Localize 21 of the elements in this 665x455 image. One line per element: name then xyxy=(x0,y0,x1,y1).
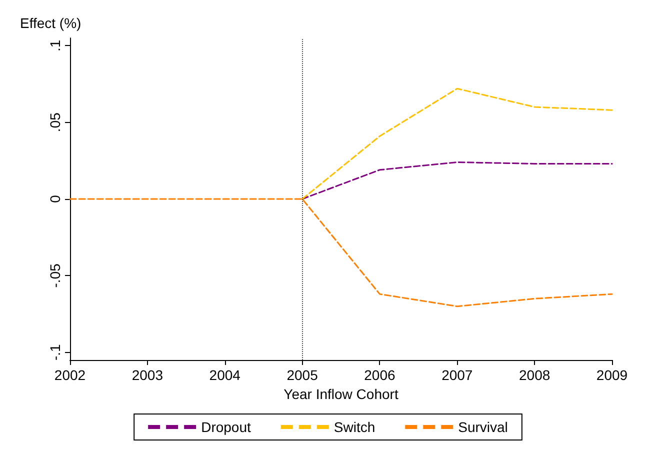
x-tick-label: 2004 xyxy=(209,367,241,383)
x-tick-label: 2007 xyxy=(442,367,473,383)
x-tick-label: 2002 xyxy=(54,367,86,383)
x-tick-label: 2005 xyxy=(286,367,318,383)
y-tick-label: -.1 xyxy=(47,344,63,361)
line-series xyxy=(69,198,613,308)
legend-label: Dropout xyxy=(201,419,251,435)
x-tick-label: 2003 xyxy=(132,367,164,383)
y-axis-title: Effect (%) xyxy=(20,15,82,31)
legend-label: Survival xyxy=(458,419,508,435)
y-tick-label: .05 xyxy=(47,112,63,132)
line-series xyxy=(302,161,613,200)
y-tick-label: .1 xyxy=(47,40,63,52)
x-axis-title: Year Inflow Cohort xyxy=(284,386,398,402)
x-tick-label: 2009 xyxy=(596,367,628,383)
x-tick-label: 2008 xyxy=(518,367,550,383)
line-series xyxy=(302,88,613,200)
legend-label: Switch xyxy=(334,419,376,435)
x-tick-label: 2006 xyxy=(364,367,396,383)
y-tick-label: 0 xyxy=(47,194,63,203)
y-tick-label: -.05 xyxy=(47,263,63,288)
